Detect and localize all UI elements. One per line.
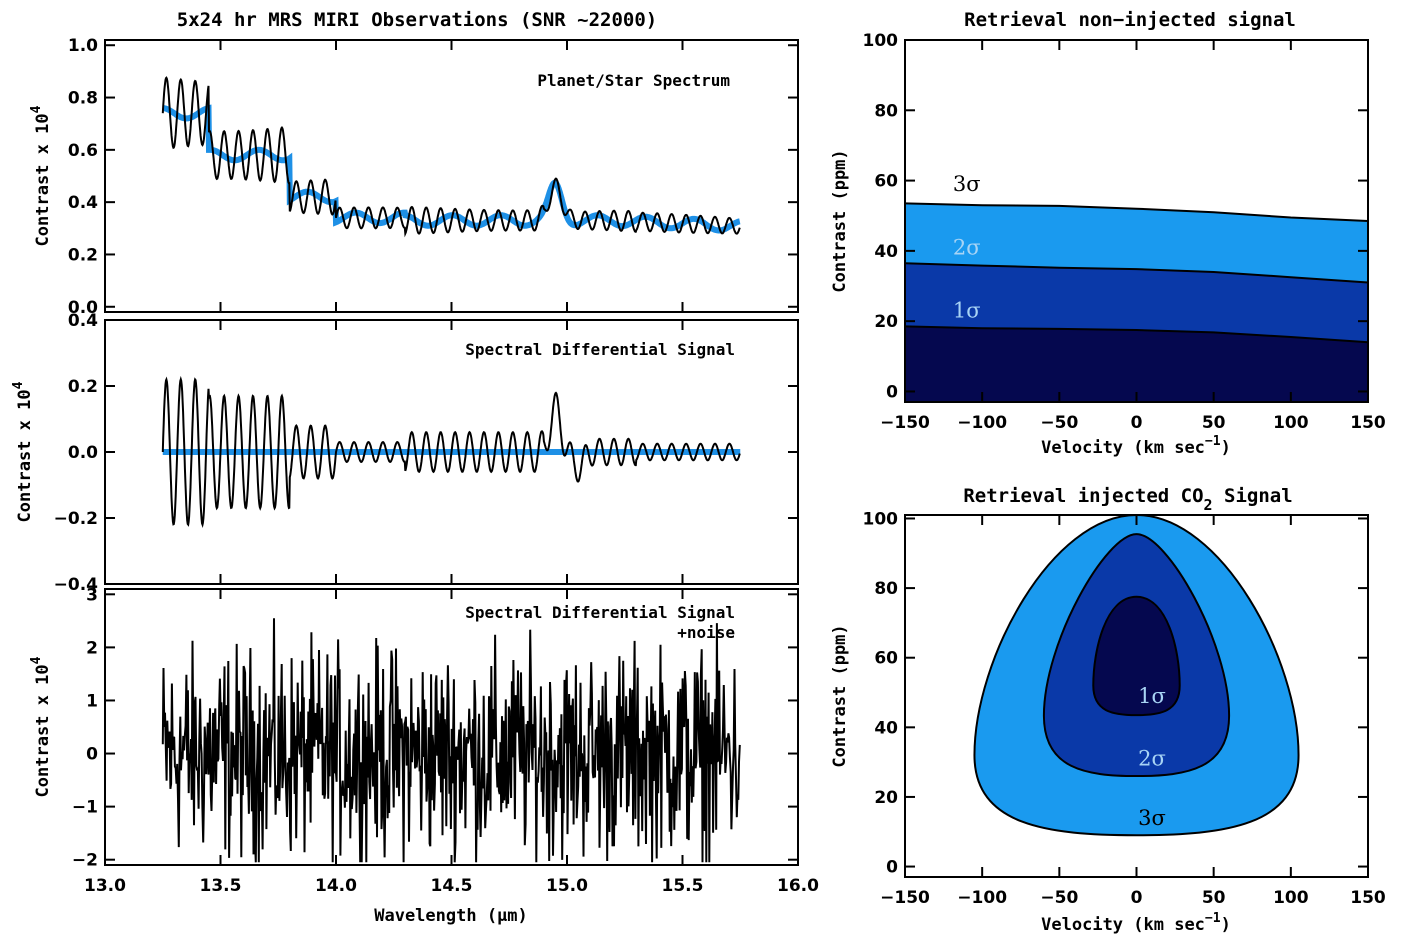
series-spectrum-line bbox=[161, 76, 741, 238]
y-tick-label: 40 bbox=[874, 242, 898, 262]
x-tick-label: 150 bbox=[1350, 413, 1386, 433]
y-tick-label: 0.8 bbox=[68, 89, 98, 109]
band-label: 2σ bbox=[953, 235, 981, 259]
x-tick-label: 50 bbox=[1202, 888, 1226, 908]
series-differential-line bbox=[161, 375, 741, 528]
panel3-x-ticks: 13.0 13.5 14.0 14.5 15.0 15.5 16.0 bbox=[84, 589, 819, 896]
y-tick-label: 20 bbox=[874, 312, 898, 332]
y-tick-label: 3 bbox=[86, 585, 98, 605]
x-tick-label: 0 bbox=[1131, 888, 1143, 908]
panel4-x-ticks: −150 −100 −50 0 50 100 150 bbox=[880, 40, 1386, 433]
y-tick-label: 0 bbox=[86, 745, 98, 765]
panel4-plot-area: 3σ 2σ 1σ bbox=[904, 40, 1369, 402]
contour-label: 1σ bbox=[1138, 684, 1166, 708]
x-tick-label: 100 bbox=[1273, 888, 1309, 908]
contour-label: 3σ bbox=[1138, 806, 1166, 830]
panel3-plot-area bbox=[161, 618, 741, 863]
x-tick-label: −150 bbox=[880, 888, 930, 908]
panel3-ylabel: Contrast x 104 bbox=[29, 656, 53, 797]
panel1-annotation: Planet/Star Spectrum bbox=[537, 71, 730, 90]
contour-region bbox=[1092, 595, 1181, 717]
x-tick-label: 13.0 bbox=[84, 876, 126, 896]
x-tick-label: −50 bbox=[1040, 888, 1078, 908]
x-tick-label: 0 bbox=[1131, 413, 1143, 433]
panel1-y-ticks: 0.0 0.2 0.4 0.6 0.8 1.0 bbox=[68, 36, 799, 318]
y-tick-label: 40 bbox=[874, 718, 898, 738]
x-tick-label: −100 bbox=[957, 888, 1007, 908]
y-tick-label: 2 bbox=[86, 638, 98, 658]
panel4-xlabel: Velocity (km sec−1) bbox=[1041, 434, 1231, 458]
panel3-annotation-noise: +noise bbox=[677, 623, 735, 642]
panel3-annotation: Spectral Differential Signal bbox=[465, 603, 735, 622]
panel-differential-signal: Spectral Differential Signal −0.4 −0.2 0.0… bbox=[11, 311, 799, 595]
y-tick-label: 0 bbox=[886, 858, 898, 878]
x-tick-label: 50 bbox=[1202, 413, 1226, 433]
y-tick-label: 0 bbox=[886, 382, 898, 402]
panel3-y-ticks: −2 −1 0 1 2 3 bbox=[72, 585, 798, 871]
x-tick-label: 15.0 bbox=[546, 876, 588, 896]
panel5-ylabel: Contrast (ppm) bbox=[830, 624, 850, 767]
y-tick-label: 0.2 bbox=[68, 245, 98, 265]
y-tick-label: 1.0 bbox=[68, 36, 98, 56]
panel2-y-ticks: −0.4 −0.2 0.0 0.2 0.4 bbox=[54, 311, 799, 595]
panel1-ylabel: Contrast x 104 bbox=[29, 105, 53, 246]
x-tick-label: 16.0 bbox=[777, 876, 819, 896]
x-tick-label: 15.5 bbox=[662, 876, 704, 896]
panel-differential-signal-noise: Spectral Differential Signal +noise −2 −1… bbox=[29, 585, 819, 926]
panel5-xlabel: Velocity (km sec−1) bbox=[1041, 911, 1231, 935]
panel4-ylabel: Contrast (ppm) bbox=[830, 149, 850, 292]
band-fill bbox=[905, 326, 1368, 402]
x-tick-label: −50 bbox=[1040, 413, 1078, 433]
x-tick-label: 150 bbox=[1350, 888, 1386, 908]
panel3-xlabel: Wavelength (μm) bbox=[374, 906, 528, 926]
y-tick-label: −0.2 bbox=[54, 509, 98, 529]
panel-retrieval-non-injected: Retrieval non−injected signal 3σ 2σ 1σ 0 20… bbox=[830, 9, 1386, 458]
panel5-title: Retrieval injected CO2 Signal bbox=[963, 485, 1292, 514]
x-tick-label: 14.5 bbox=[431, 876, 473, 896]
y-tick-label: 0.2 bbox=[68, 377, 98, 397]
panel1-plot-area bbox=[161, 76, 741, 238]
x-tick-label: 13.5 bbox=[200, 876, 242, 896]
contour-label: 2σ bbox=[1138, 747, 1166, 771]
panel5-y-ticks: 0 20 40 60 80 100 bbox=[863, 509, 1368, 878]
band-contour-line bbox=[904, 325, 1369, 344]
x-tick-label: −150 bbox=[880, 413, 930, 433]
y-tick-label: 0.0 bbox=[68, 443, 98, 463]
panel1-title: 5x24 hr MRS MIRI Observations (SNR ~2200… bbox=[177, 9, 657, 31]
panel-planet-star-spectrum: 5x24 hr MRS MIRI Observations (SNR ~2200… bbox=[29, 9, 799, 318]
y-tick-label: 0.4 bbox=[68, 311, 98, 331]
band-contour-line bbox=[904, 202, 1369, 222]
band-label: 1σ bbox=[953, 299, 981, 323]
y-tick-label: 80 bbox=[874, 101, 898, 121]
y-tick-label: 0.4 bbox=[68, 193, 98, 213]
band-contour-line bbox=[904, 262, 1369, 284]
y-tick-label: −0.4 bbox=[54, 575, 99, 595]
series-model-line bbox=[162, 104, 741, 234]
y-tick-label: 100 bbox=[863, 31, 899, 51]
y-tick-label: 0.6 bbox=[68, 141, 98, 161]
y-tick-label: 60 bbox=[874, 649, 898, 669]
band-label: 3σ bbox=[953, 172, 981, 196]
y-tick-label: 80 bbox=[874, 579, 898, 599]
y-tick-label: −2 bbox=[72, 851, 98, 871]
panel2-annotation: Spectral Differential Signal bbox=[465, 340, 735, 359]
x-tick-label: 14.0 bbox=[315, 876, 357, 896]
panel4-y-ticks: 0 20 40 60 80 100 bbox=[863, 31, 1368, 402]
y-tick-label: 60 bbox=[874, 172, 898, 192]
panel5-plot-area: 3σ 2σ 1σ bbox=[973, 513, 1300, 837]
x-tick-label: −100 bbox=[957, 413, 1007, 433]
y-tick-label: 1 bbox=[86, 691, 98, 711]
y-tick-label: 0.0 bbox=[68, 298, 98, 318]
y-tick-label: 20 bbox=[874, 788, 898, 808]
x-tick-label: 100 bbox=[1273, 413, 1309, 433]
panel-retrieval-injected: Retrieval injected CO2 Signal 3σ 2σ 1σ 0 20… bbox=[830, 485, 1386, 935]
panel4-title: Retrieval non−injected signal bbox=[964, 9, 1296, 31]
panel5-x-ticks: −150 −100 −50 0 50 100 150 bbox=[880, 515, 1386, 908]
y-tick-label: −1 bbox=[72, 798, 98, 818]
panel2-ylabel: Contrast x 104 bbox=[11, 381, 35, 522]
panel2-plot-area bbox=[161, 375, 741, 528]
series-noise-line bbox=[161, 618, 741, 863]
y-tick-label: 100 bbox=[863, 509, 899, 529]
